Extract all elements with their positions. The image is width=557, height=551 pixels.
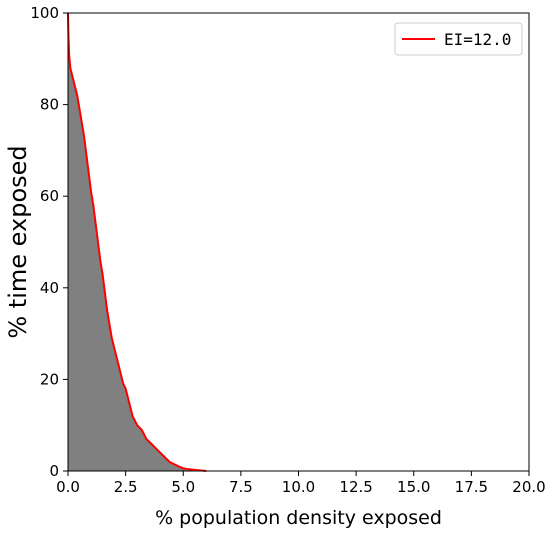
x-tick-label: 5.0 <box>171 478 195 496</box>
y-tick-label: 0 <box>49 462 59 480</box>
x-tick-label: 7.5 <box>229 478 253 496</box>
series-line <box>67 12 207 472</box>
legend-box <box>394 22 523 56</box>
legend: EI=12.0 <box>394 22 523 56</box>
x-tick-label: 0.0 <box>56 478 80 496</box>
legend-label: EI=12.0 <box>444 30 511 49</box>
x-tick-label: 20.0 <box>512 478 545 496</box>
x-tick-label: 15.0 <box>397 478 430 496</box>
x-tick-label: 2.5 <box>114 478 138 496</box>
y-tick-label: 100 <box>30 4 59 22</box>
y-axis-label: % time exposed <box>4 145 32 338</box>
y-tick-label: 80 <box>40 96 59 114</box>
x-tick-label: 12.5 <box>339 478 372 496</box>
y-tick-label: 40 <box>40 279 59 297</box>
y-tick-label: 20 <box>40 370 59 388</box>
plot-frame <box>67 12 530 472</box>
x-tick-label: 10.0 <box>282 478 315 496</box>
y-tick-label: 60 <box>40 187 59 205</box>
series-area-fill <box>68 13 207 471</box>
x-axis-label: % population density exposed <box>155 507 442 529</box>
x-tick-label: 17.5 <box>455 478 488 496</box>
